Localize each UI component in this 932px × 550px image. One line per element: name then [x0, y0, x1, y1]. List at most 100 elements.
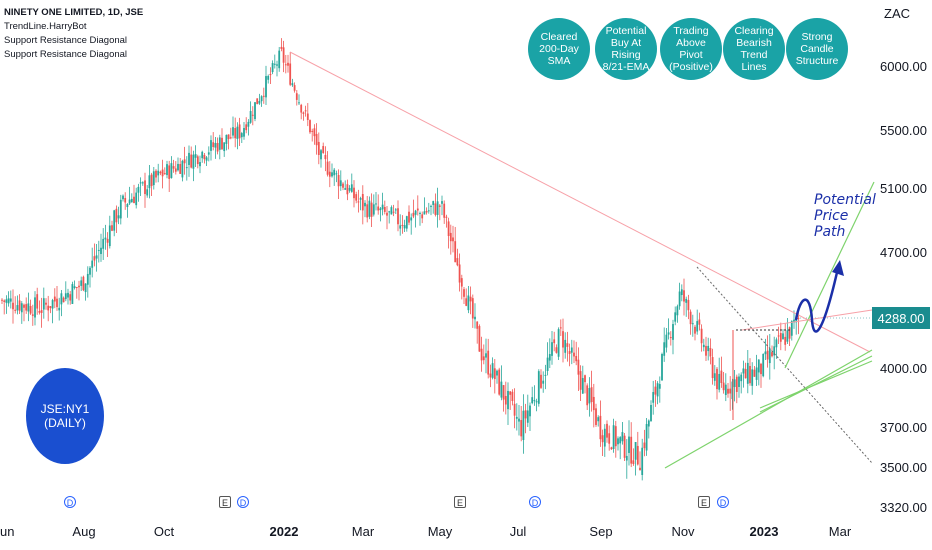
- candle-body: [713, 373, 716, 381]
- candle-body: [58, 307, 61, 311]
- candle-body: [326, 161, 329, 175]
- candle-body: [335, 173, 338, 175]
- dividend-marker[interactable]: D: [64, 496, 76, 508]
- candle-body: [489, 373, 492, 378]
- candle-body: [493, 368, 496, 380]
- y-tick-label: 3700.00: [880, 420, 927, 435]
- earnings-marker[interactable]: E: [454, 496, 466, 508]
- candle-body: [106, 238, 109, 243]
- legend-indicator-1[interactable]: TrendLine.HarryBot: [4, 21, 87, 32]
- candle-body: [190, 154, 193, 168]
- candle-body: [117, 215, 120, 219]
- candle-body: [592, 396, 595, 411]
- candle-body: [386, 212, 388, 216]
- candle-body: [372, 204, 375, 215]
- candle-body: [412, 212, 415, 217]
- candle-body: [148, 175, 151, 189]
- candle-body: [421, 214, 424, 219]
- candle-body: [654, 386, 657, 395]
- candle-body: [570, 347, 573, 353]
- candle-body: [597, 417, 600, 422]
- candle-body: [636, 445, 639, 465]
- candle-body: [102, 238, 105, 249]
- earnings-marker[interactable]: E: [698, 496, 710, 508]
- candle-body: [775, 339, 778, 348]
- candle-body: [661, 354, 663, 381]
- candle-body: [520, 420, 523, 437]
- candle-body: [777, 335, 780, 337]
- candle-body: [84, 283, 87, 293]
- rising-support-line-3: [759, 360, 873, 409]
- candle-body: [342, 183, 344, 188]
- candle-body: [797, 317, 800, 319]
- candle-body: [612, 425, 615, 449]
- candle-body: [150, 174, 153, 187]
- candle-body: [458, 264, 461, 283]
- candle-body: [269, 73, 272, 76]
- candle-body: [685, 298, 688, 303]
- candle-body: [392, 211, 395, 213]
- candle-body: [166, 164, 168, 176]
- candle-body: [751, 369, 754, 386]
- candle-body: [247, 121, 250, 127]
- candle-body: [507, 390, 509, 410]
- candle-body: [144, 180, 146, 195]
- candle-body: [452, 237, 454, 242]
- candle-body: [768, 348, 771, 364]
- x-tick-label: Mar: [352, 524, 375, 539]
- legend-indicator-3[interactable]: Support Resistance Diagonal: [4, 49, 128, 60]
- dividend-marker[interactable]: D: [237, 496, 249, 508]
- candle-body: [377, 206, 380, 211]
- candle-body: [705, 345, 707, 356]
- dividend-marker[interactable]: D: [717, 496, 729, 508]
- candle-body: [771, 352, 773, 357]
- ticker-badge: JSE:NY1 (DAILY): [26, 368, 104, 464]
- candle-body: [9, 298, 12, 302]
- legend-indicator-2[interactable]: Support Resistance Diagonal: [4, 35, 128, 46]
- candle-body: [284, 64, 287, 66]
- candle-body: [251, 114, 254, 116]
- badge-trading-above-pivot: Trading Above Pivot (Positive): [660, 18, 722, 80]
- candle-body: [601, 435, 604, 443]
- candle-body: [700, 328, 703, 344]
- candle-body: [430, 205, 432, 207]
- candle-body: [595, 408, 597, 425]
- candle-body: [223, 142, 226, 152]
- candle-body: [518, 418, 520, 422]
- candle-body: [75, 287, 78, 289]
- candle-body: [91, 260, 94, 268]
- candle-body: [599, 415, 602, 440]
- candle-body: [234, 128, 237, 139]
- candle-body: [408, 211, 410, 223]
- candle-body: [135, 192, 138, 206]
- earnings-marker[interactable]: E: [219, 496, 231, 508]
- candle-body: [467, 295, 470, 311]
- candle-body: [128, 199, 131, 204]
- candle-body: [20, 303, 23, 313]
- candle-body: [735, 376, 738, 392]
- candle-body: [410, 217, 413, 221]
- candle-body: [667, 332, 670, 335]
- candle-body: [322, 146, 325, 154]
- candle-body: [441, 201, 443, 204]
- candles-group: [1, 38, 872, 481]
- candle-body: [515, 416, 518, 419]
- candle-body: [562, 331, 564, 348]
- candle-body: [73, 286, 76, 288]
- candle-body: [443, 203, 446, 218]
- x-tick-label: Nov: [671, 524, 695, 539]
- candle-body: [280, 46, 283, 49]
- x-tick-label: 2023: [750, 524, 779, 539]
- candle-body: [192, 154, 195, 169]
- dividend-marker[interactable]: D: [529, 496, 541, 508]
- candle-body: [487, 350, 490, 375]
- candle-body: [159, 171, 162, 174]
- candle-body: [399, 225, 402, 229]
- candle-body: [201, 151, 204, 159]
- candle-body: [773, 346, 776, 356]
- candle-body: [155, 170, 157, 178]
- candle-body: [31, 314, 34, 316]
- candle-body: [80, 280, 83, 286]
- candle-body: [185, 167, 188, 169]
